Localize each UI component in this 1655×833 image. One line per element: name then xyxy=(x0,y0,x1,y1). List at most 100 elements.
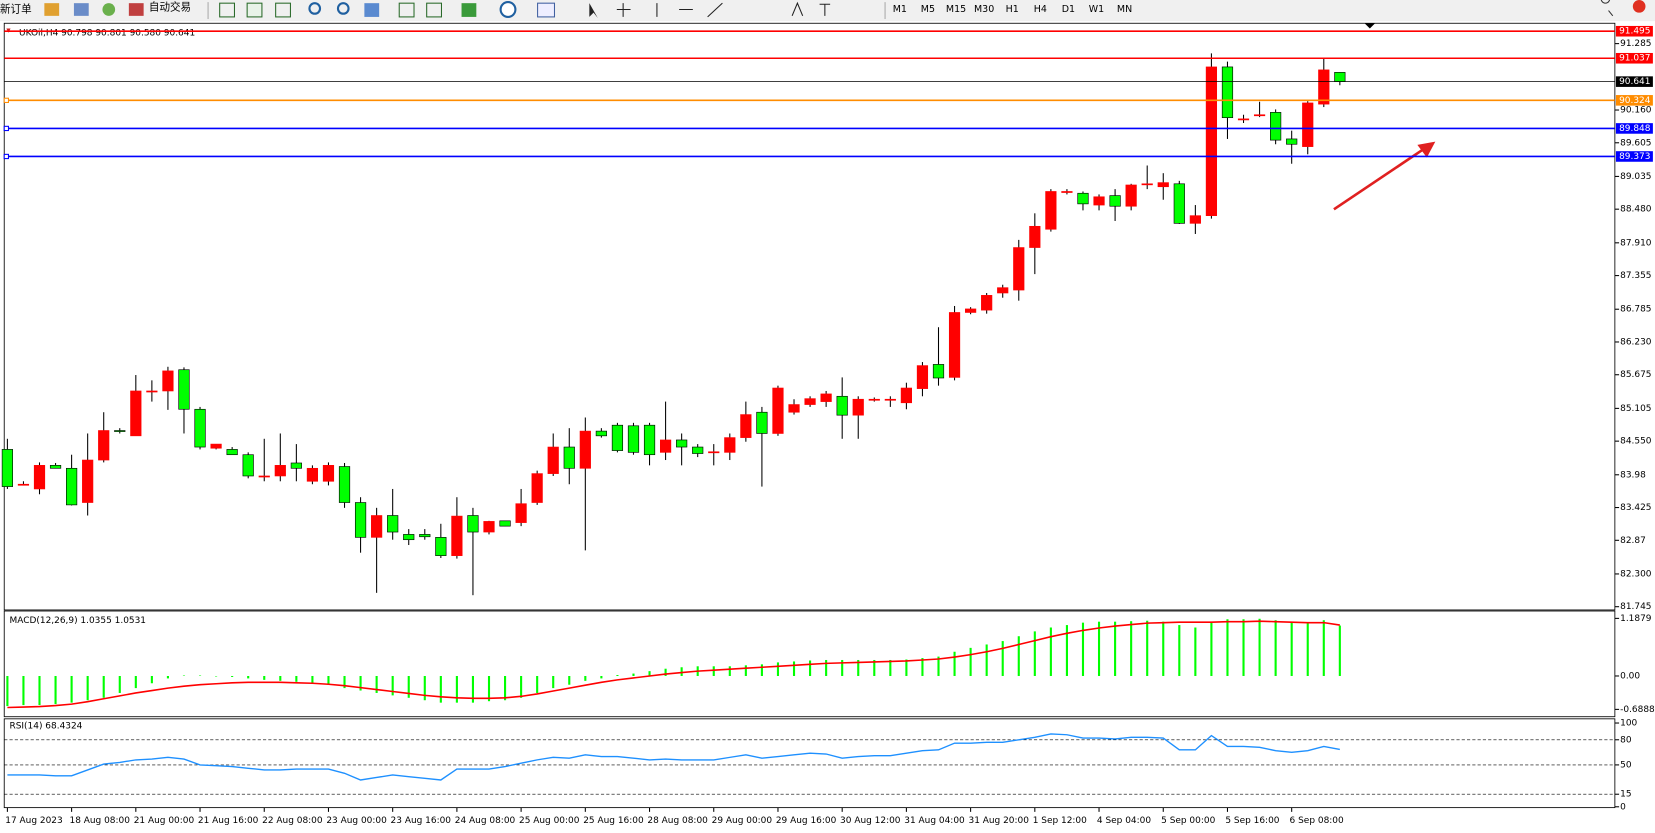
y-tick-label: 89.605 xyxy=(1620,138,1651,148)
auto-trading-icon[interactable] xyxy=(128,3,144,16)
candle-body xyxy=(1125,184,1137,207)
y-tick-label: 87.910 xyxy=(1620,238,1652,248)
candle-body xyxy=(338,466,351,503)
y-tick-label: 15 xyxy=(1620,790,1631,800)
candle-body xyxy=(997,287,1009,294)
rsi-header: RSI(14) 68.4324 xyxy=(10,722,83,732)
cursor-icon[interactable] xyxy=(589,3,598,18)
candle-body xyxy=(33,465,46,490)
candle-body xyxy=(1013,247,1025,291)
icon[interactable] xyxy=(73,3,89,16)
level-label-bg xyxy=(1615,123,1653,134)
icon[interactable] xyxy=(219,2,235,18)
toolbar: 新订单 自动交易 xyxy=(0,0,1655,22)
candle-body xyxy=(322,465,335,482)
candle-body xyxy=(1302,102,1314,147)
timeframe-button[interactable]: H1 xyxy=(1006,4,1019,15)
candle-body xyxy=(579,430,591,469)
candle-body xyxy=(788,404,800,413)
icon[interactable] xyxy=(102,3,116,16)
timeframe-button[interactable]: M1 xyxy=(893,4,907,15)
timeframe-button[interactable]: H4 xyxy=(1034,4,1047,15)
level-label: 91.037 xyxy=(1619,54,1650,64)
level-label-bg xyxy=(1615,52,1653,64)
candle-body xyxy=(852,398,864,416)
timeframe-button[interactable]: D1 xyxy=(1062,4,1075,15)
y-tick-label: 85.105 xyxy=(1620,404,1651,414)
chart-header: UKOil,H4 90.798 90.801 90.580 90.641 xyxy=(19,28,195,38)
candle-body xyxy=(1205,66,1218,216)
icon[interactable] xyxy=(461,3,477,17)
candle-body xyxy=(178,369,190,410)
annotation-arrowhead xyxy=(1417,141,1436,158)
icon[interactable] xyxy=(398,2,415,18)
zoom-out[interactable] xyxy=(336,2,350,15)
candle-body xyxy=(290,462,302,469)
new-order-button[interactable]: 新订单 xyxy=(0,3,32,16)
candle-body xyxy=(162,370,174,392)
icon[interactable] xyxy=(364,3,380,17)
candle-body xyxy=(194,408,206,448)
zoom-in[interactable] xyxy=(308,2,322,15)
draw-icons[interactable] xyxy=(656,2,723,18)
timeframe-button[interactable]: M30 xyxy=(974,4,994,15)
candle-body xyxy=(659,439,672,453)
candle-body xyxy=(258,475,270,478)
candle-body xyxy=(965,308,977,313)
candle-body xyxy=(467,515,479,533)
icon[interactable] xyxy=(426,2,443,18)
x-tick-label: 30 Aug 12:00 xyxy=(840,816,901,826)
x-tick-label: 23 Aug 00:00 xyxy=(326,816,387,826)
candle-body xyxy=(724,437,736,453)
candle-body xyxy=(1109,195,1121,207)
y-tick-label: 82.87 xyxy=(1620,536,1646,546)
macd-header: MACD(12,26,9) 1.0355 1.0531 xyxy=(10,616,147,626)
icon[interactable] xyxy=(275,2,291,18)
x-tick-label: 31 Aug 20:00 xyxy=(968,816,1029,826)
candle-body xyxy=(1253,114,1266,117)
timeframe-button[interactable]: M5 xyxy=(921,4,935,15)
crosshair-icon[interactable] xyxy=(616,3,631,17)
x-tick-label: 4 Sep 04:00 xyxy=(1097,816,1151,826)
candle-body xyxy=(1334,72,1346,82)
candle-body xyxy=(756,411,768,434)
icon[interactable] xyxy=(537,2,556,18)
candle-body xyxy=(130,390,142,437)
text-icons[interactable] xyxy=(791,1,831,17)
annotation-arrow xyxy=(1333,147,1425,211)
candle-body xyxy=(900,387,912,404)
search-icon[interactable] xyxy=(1600,0,1614,17)
candle-body xyxy=(1,449,13,487)
x-tick-label: 5 Sep 16:00 xyxy=(1225,816,1279,826)
candle-body xyxy=(1173,183,1185,224)
candle-body xyxy=(499,520,511,527)
icon[interactable] xyxy=(44,3,60,16)
icon[interactable] xyxy=(499,1,517,18)
candle-body xyxy=(916,365,929,389)
candle-body xyxy=(1318,69,1330,105)
candle-body xyxy=(627,425,640,453)
icon[interactable] xyxy=(246,2,263,18)
y-tick-label: 89.035 xyxy=(1620,172,1651,182)
x-tick-label: 29 Aug 00:00 xyxy=(712,816,773,826)
candle-body xyxy=(1077,192,1089,205)
y-tick-label: 86.785 xyxy=(1620,305,1651,315)
notification-badge[interactable] xyxy=(1632,0,1646,13)
x-tick-label: 28 Aug 08:00 xyxy=(647,816,708,826)
candle-body xyxy=(274,465,286,477)
y-tick-label: 85.675 xyxy=(1620,370,1651,380)
x-tick-label: 25 Aug 16:00 xyxy=(583,816,644,826)
timeframe-button[interactable]: M15 xyxy=(946,4,966,15)
candle-body xyxy=(1286,138,1298,145)
y-tick-label: 80 xyxy=(1620,735,1632,745)
auto-trading-button[interactable]: 自动交易 xyxy=(149,0,191,13)
level-handle xyxy=(3,97,9,103)
timeframe-button[interactable]: W1 xyxy=(1089,4,1104,15)
timeframe-button[interactable]: MN xyxy=(1117,4,1132,15)
shift-marker xyxy=(1364,23,1376,29)
candle-body xyxy=(1221,66,1234,119)
candle-body xyxy=(1189,215,1201,224)
y-tick-label: 81.745 xyxy=(1620,602,1651,612)
